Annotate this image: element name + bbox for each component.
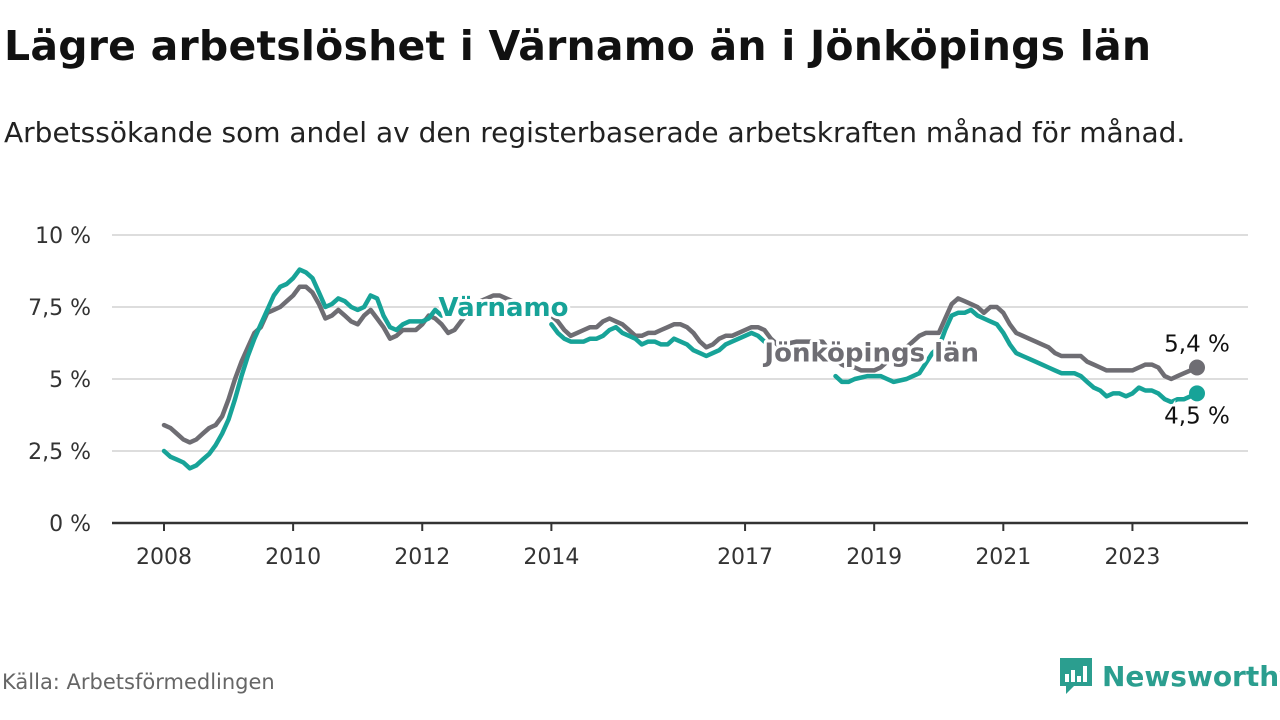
x-tick-label: 2019 — [846, 545, 902, 570]
y-tick-label: 5 % — [49, 368, 91, 393]
end-point-marker — [1189, 385, 1205, 402]
series-label: Jönköpings län — [762, 339, 979, 369]
x-tick-label: 2010 — [265, 545, 321, 570]
y-tick-label: 7,5 % — [28, 296, 91, 321]
x-tick-label: 2012 — [394, 545, 450, 570]
y-axis: 0 % 2,5 % 5 % 7,5 % 10 % — [28, 224, 91, 537]
end-value-label: 4,5 % — [1164, 403, 1230, 429]
end-value-label: 5,4 % — [1164, 331, 1230, 357]
y-tick-label: 2,5 % — [28, 440, 91, 465]
series-line-v-rnamo — [161, 267, 444, 471]
x-axis: 2008 2010 2012 2014 2017 2019 2021 2023 — [112, 521, 1248, 570]
y-tick-label: 10 % — [35, 224, 91, 249]
chart-title: Lägre arbetslöshet i Värnamo än i Jönköp… — [4, 22, 1152, 70]
series-line-j-nk-pings-l-n — [161, 284, 1200, 445]
series-label: Värnamo — [438, 293, 568, 323]
source-note: Källa: Arbetsförmedlingen — [2, 670, 275, 694]
chart-subtitle: Arbetssökande som andel av den registerb… — [4, 116, 1186, 149]
brand-logo: Newsworthy — [1058, 654, 1280, 698]
brand-name: Newsworthy — [1102, 659, 1280, 693]
newsworthy-logo-icon — [1060, 658, 1092, 694]
x-tick-label: 2017 — [717, 545, 773, 570]
x-tick-label: 2023 — [1104, 545, 1160, 570]
end-point-marker — [1189, 359, 1205, 376]
gridlines — [112, 234, 1248, 452]
x-tick-label: 2021 — [975, 545, 1031, 570]
line-chart: 2008 2010 2012 2014 2017 2019 2021 2023 0 % 2,5 … — [28, 224, 1248, 570]
series-labels: Jönköpings län Värnamo 5,4 % 4,5 % — [435, 290, 1232, 432]
series-lines — [161, 267, 1205, 471]
x-tick-label: 2014 — [523, 545, 579, 570]
x-tick-label: 2008 — [136, 545, 192, 570]
y-tick-label: 0 % — [49, 512, 91, 537]
series-line-v-rnamo — [833, 307, 1200, 405]
series-line-v-rnamo — [549, 322, 767, 359]
